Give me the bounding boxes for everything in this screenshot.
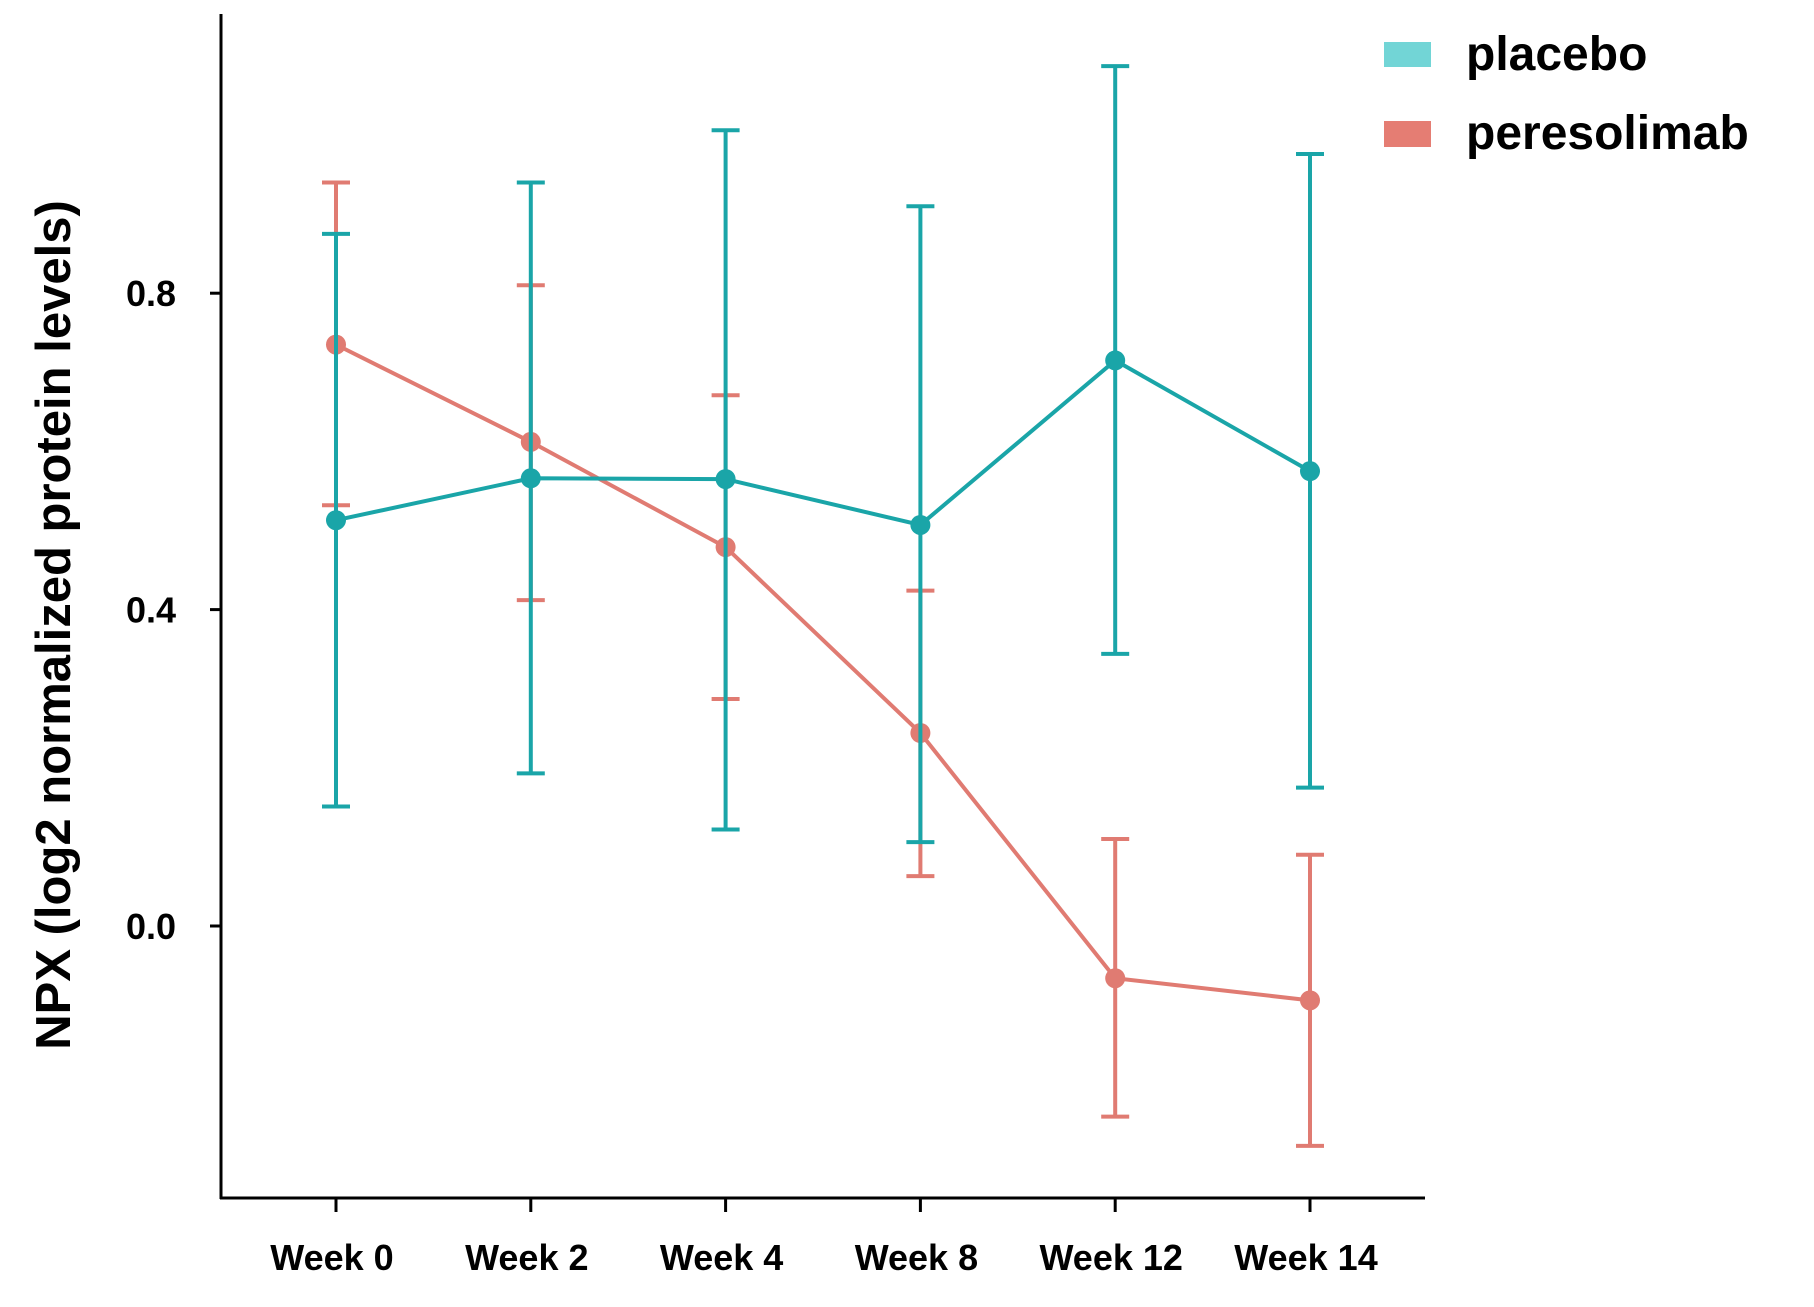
y-axis-label: NPX (log2 normalized protein levels) <box>27 200 81 1050</box>
x-tick-label: Week 8 <box>855 1237 978 1278</box>
data-point-peresolimab <box>1300 990 1320 1011</box>
x-tick-label: Week 2 <box>465 1237 588 1278</box>
x-ticks: Week 0 Week 2 Week 4 Week 8 Week 12 Week 14 <box>270 1198 1378 1278</box>
x-tick-label: Week 12 <box>1039 1237 1182 1278</box>
legend-swatch-peresolimab <box>1384 121 1431 147</box>
series-peresolimab <box>322 180 1324 1148</box>
legend-swatch-placebo <box>1384 42 1431 67</box>
data-point-placebo <box>715 469 736 490</box>
x-tick-label: Week 14 <box>1234 1237 1377 1278</box>
data-point-peresolimab <box>1105 968 1126 989</box>
plot-area <box>322 64 1324 1148</box>
y-ticks: 0.0 0.4 0.8 <box>126 273 221 947</box>
series-line-placebo <box>335 358 1311 528</box>
legend-label-placebo: placebo <box>1466 28 1647 81</box>
data-point-placebo <box>1300 461 1320 482</box>
data-point-placebo <box>520 468 541 489</box>
series-placebo <box>322 64 1324 845</box>
y-tick-label: 0.0 <box>126 906 176 947</box>
x-tick-label: Week 4 <box>660 1237 783 1278</box>
series-line-peresolimab <box>335 342 1311 1003</box>
y-tick-label: 0.4 <box>126 590 176 631</box>
y-tick-label: 0.8 <box>126 273 176 314</box>
data-point-placebo <box>910 514 931 535</box>
data-point-placebo <box>1105 350 1126 371</box>
legend-label-peresolimab: peresolimab <box>1466 107 1749 160</box>
x-tick-label: Week 0 <box>270 1237 393 1278</box>
legend: placebo peresolimab <box>1384 28 1749 160</box>
data-point-placebo <box>326 510 346 531</box>
